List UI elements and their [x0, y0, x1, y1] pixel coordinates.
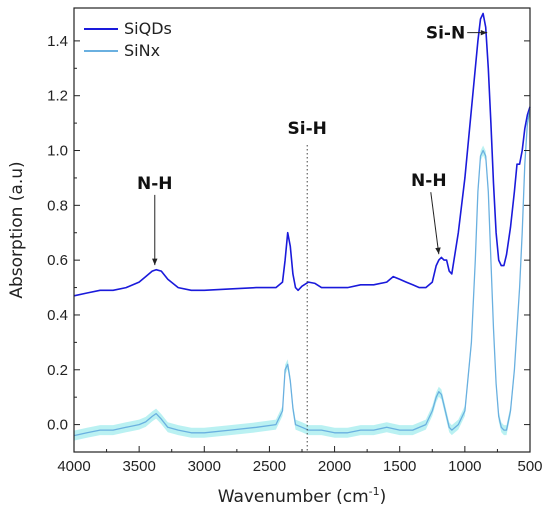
x-axis-title-superscript: -1 [369, 485, 380, 498]
y-tick-label-3: 0.6 [47, 252, 68, 269]
plot-frame [73, 7, 531, 453]
x-tick-label-1000: 1000 [448, 458, 481, 475]
tick-layer: 4000 3500 3000 2500 2000 1500 1000 500 0.0 0.2 0.4… [47, 33, 542, 475]
annotation-si-n: Si-N [426, 24, 465, 44]
annotation-layer: N-H Si-H N-H Si-N [137, 24, 488, 266]
x-tick-label-4000: 4000 [57, 458, 90, 475]
x-tick-label-3000: 3000 [188, 458, 221, 475]
annotation-n-h-2-arrow-shaft [430, 192, 440, 255]
x-tick-label-500: 500 [517, 458, 542, 475]
annotation-si-h: Si-H [288, 119, 327, 139]
y-tick-label-1: 0.2 [47, 362, 68, 379]
band-sinx [74, 104, 530, 441]
line-layer [73, 12, 531, 437]
x-axis-title: Wavenumber (cm-1) [218, 485, 387, 507]
x-tick-label-3500: 3500 [122, 458, 155, 475]
legend: SiQDs SiNx [84, 19, 172, 60]
y-tick-label-6: 1.2 [47, 88, 68, 105]
legend-label-sinx: SiNx [124, 41, 160, 60]
annotation-n-h-1: N-H [137, 174, 173, 194]
y-axis-title: Absorption (a.u) [7, 161, 27, 298]
annotation-n-h-2-arrow-head [435, 247, 441, 255]
annotation-n-h-2: N-H [411, 171, 447, 191]
series-line-sinx [73, 109, 531, 437]
x-axis-title-close: ) [380, 487, 387, 507]
y-tick-label-7: 1.4 [47, 33, 68, 50]
y-tick-label-4: 0.8 [47, 197, 68, 214]
y-tick-label-2: 0.4 [47, 307, 68, 324]
y-tick-label-0: 0.0 [47, 417, 68, 434]
x-tick-label-2000: 2000 [318, 458, 351, 475]
annotation-si-n-arrow-head [480, 29, 488, 36]
band-layer [74, 104, 530, 441]
series-line-siqds [73, 12, 531, 297]
x-tick-label-1500: 1500 [383, 458, 416, 475]
annotation-n-h-1-arrow-head [152, 258, 158, 266]
x-tick-label-2500: 2500 [253, 458, 286, 475]
x-axis-title-main: Wavenumber (cm [218, 487, 369, 507]
legend-label-siqds: SiQDs [124, 19, 172, 38]
y-tick-label-5: 1.0 [47, 143, 68, 160]
